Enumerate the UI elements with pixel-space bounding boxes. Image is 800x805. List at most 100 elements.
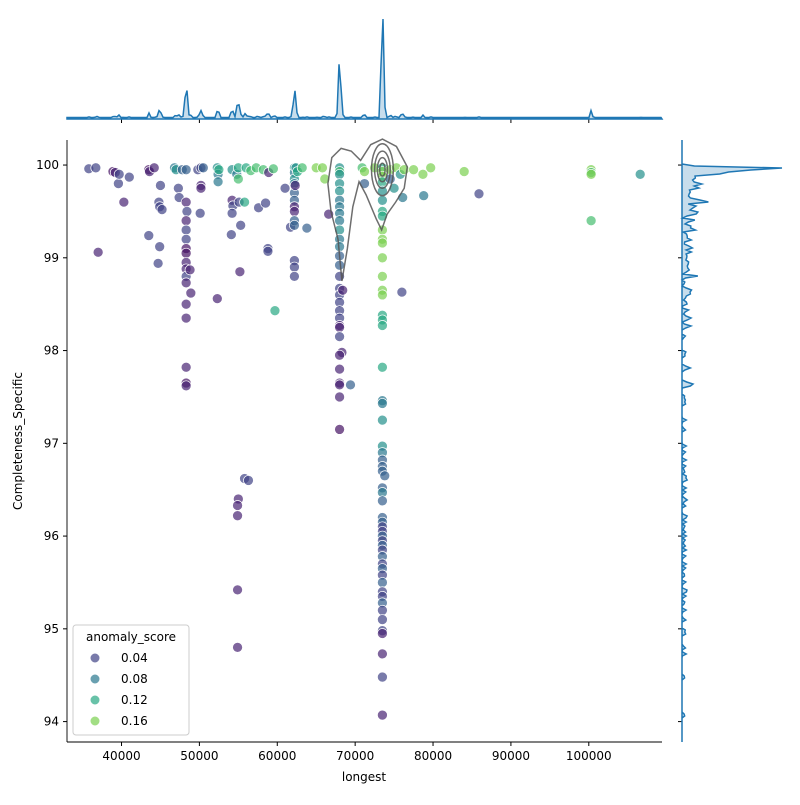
data-point [377,577,388,588]
data-point [260,197,271,209]
data-point [180,233,192,245]
legend-marker [89,694,101,706]
data-point [289,180,301,191]
data-point [396,286,408,298]
legend: anomaly_score 0.04 0.08 0.12 0.16 [72,624,190,736]
data-point [334,391,345,403]
data-point [184,264,196,276]
kde-contours [327,138,409,282]
data-point [195,182,207,194]
data-point [180,277,192,289]
data-point [345,379,356,391]
data-point [377,194,388,206]
data-point [334,322,345,333]
data-point [225,229,237,240]
data-point [212,176,224,188]
legend-marker [89,715,101,727]
data-point [156,204,168,215]
data-point [289,206,300,217]
y-tick-label: 95 [44,622,59,636]
data-point [180,224,192,236]
data-point [232,173,244,185]
data-point [377,495,388,507]
x-tick-label: 50000 [180,749,218,763]
legend-label: 0.08 [121,672,148,686]
data-point [301,222,313,234]
data-point [148,162,160,174]
data-point [377,614,388,625]
data-point [234,266,246,278]
data-point [113,178,124,189]
data-point [143,230,155,241]
top-marginal-kde [66,18,664,120]
data-point [377,648,388,660]
data-point [180,164,192,176]
x-tick-label: 80000 [414,749,452,763]
data-point [181,206,193,217]
data-point [226,207,238,219]
data-point [232,510,243,522]
contour-line [327,138,409,282]
data-point [334,424,345,435]
data-point [180,298,192,310]
data-point [289,219,300,231]
data-point [377,604,388,616]
data-point [377,320,388,331]
legend-marker [89,652,101,664]
data-point [232,642,243,653]
data-point [90,162,102,174]
data-point [337,284,349,296]
data-point [377,237,388,249]
data-point [334,363,345,375]
legend-box [72,624,190,736]
data-point [154,241,166,253]
data-point [289,261,300,273]
x-tick-label: 90000 [492,749,530,763]
data-point [334,331,345,342]
data-point [92,246,104,258]
data-point [239,196,250,208]
data-point [197,162,209,174]
data-point [194,207,206,219]
right-marginal-kde [680,140,783,742]
data-point [377,252,388,264]
data-point [180,380,192,392]
data-point [458,166,470,177]
data-point [377,398,388,409]
x-tick-label: 70000 [336,749,374,763]
data-point [377,671,388,683]
data-point [334,379,345,391]
data-point [319,173,331,185]
data-point [359,178,370,189]
data-point [243,475,254,486]
data-point [317,162,328,174]
y-axis-label: Completeness_Specific [11,372,25,510]
scatter-points [83,162,646,721]
data-point [334,185,345,197]
data-point [180,247,192,259]
data-point [377,414,388,426]
data-point [155,180,166,191]
contour-line [378,162,386,177]
data-point [173,182,184,194]
data-point [269,305,281,317]
contour-line [370,142,395,197]
data-point [425,162,437,174]
ticks: 40000 50000 60000 70000 80000 90000 100000 94 95… [36,119,682,763]
legend-label: 0.04 [121,651,148,665]
data-point [180,312,192,324]
data-point [417,168,429,180]
y-tick-label: 94 [44,715,59,729]
data-point [180,196,192,208]
data-point [279,182,291,194]
x-tick-label: 60000 [258,749,296,763]
x-tick-label: 100000 [566,749,612,763]
legend-label: 0.12 [121,693,148,707]
data-point [213,164,225,176]
data-point [377,628,388,639]
legend-label: 0.16 [121,714,148,728]
data-point [268,163,279,175]
data-point [359,166,370,177]
data-point [118,196,130,208]
